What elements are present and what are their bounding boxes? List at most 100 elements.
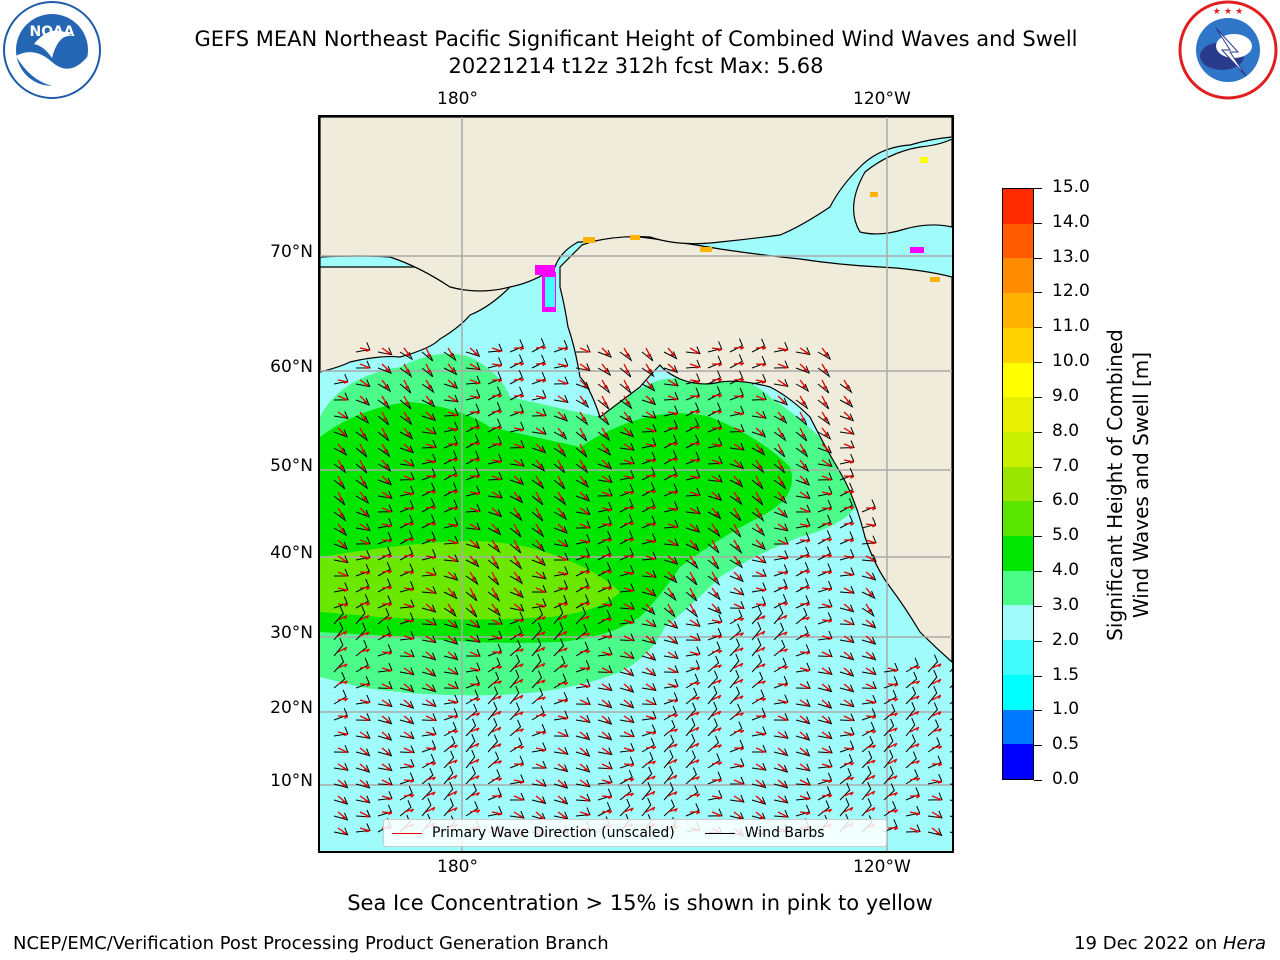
- wave-arrow: [887, 698, 899, 702]
- wind-barb: [333, 447, 348, 457]
- wind-barb: [421, 567, 437, 577]
- wind-barb: [685, 785, 699, 801]
- wave-arrow: [601, 347, 610, 356]
- colorbar-tick-label: 15.0: [1052, 177, 1090, 197]
- wind-barb: [333, 812, 349, 821]
- wave-arrow: [579, 650, 591, 654]
- wind-barb: [597, 683, 613, 692]
- wind-barb: [795, 546, 810, 561]
- wind-barb: [509, 590, 524, 599]
- wave-arrow: [777, 779, 787, 787]
- wave-arrow: [799, 379, 807, 389]
- wind-barb: [817, 459, 833, 467]
- wave-arrow: [821, 491, 832, 496]
- wave-arrow: [425, 731, 436, 737]
- wave-arrow: [535, 571, 545, 579]
- wind-barb: [751, 463, 765, 474]
- wind-barb: [333, 671, 346, 689]
- wave-arrow: [887, 667, 898, 673]
- colorbar: [1002, 188, 1034, 780]
- wind-barb: [377, 517, 393, 529]
- wave-arrow: [535, 646, 546, 653]
- wind-barb: [839, 782, 851, 801]
- colorbar-tick-mark: [1034, 605, 1042, 607]
- wave-arrow: [403, 699, 413, 708]
- wind-barb: [773, 622, 785, 641]
- wave-arrow: [689, 442, 701, 447]
- wind-barb: [641, 697, 657, 706]
- wave-arrow: [711, 555, 718, 566]
- wave-arrow: [359, 699, 370, 705]
- wind-barb: [773, 495, 788, 505]
- wave-arrow: [865, 651, 875, 659]
- wave-arrow: [403, 347, 411, 357]
- lat-label-10n: 10°N: [270, 771, 313, 791]
- wind-barb: [597, 732, 613, 741]
- wave-arrow: [469, 411, 481, 415]
- wind-barb: [663, 636, 679, 645]
- wave-arrow: [381, 491, 391, 498]
- wind-barb: [729, 669, 740, 689]
- wave-arrow: [777, 763, 787, 772]
- wind-barb: [597, 716, 613, 725]
- wave-arrow: [337, 571, 348, 577]
- colorbar-tick-label: 1.5: [1052, 664, 1080, 685]
- wind-barb: [421, 652, 437, 661]
- wind-barb: [729, 776, 745, 785]
- wind-barb: [509, 458, 525, 467]
- wave-arrow: [733, 603, 744, 610]
- wind-barb: [553, 376, 569, 385]
- wind-barb: [443, 591, 458, 600]
- wind-barb: [663, 483, 678, 497]
- wind-barb: [531, 778, 547, 787]
- wind-barb: [575, 807, 591, 817]
- wave-arrow: [733, 491, 740, 502]
- wind-barb: [641, 588, 657, 597]
- colorbar-tick-label: 1.0: [1052, 699, 1080, 720]
- wind-barb: [377, 699, 393, 708]
- wind-barb: [795, 518, 811, 529]
- wave-arrow: [381, 523, 393, 528]
- wind-barb: [729, 559, 744, 569]
- wave-arrow: [689, 793, 701, 798]
- wind-barb: [729, 587, 745, 596]
- wind-barb: [773, 536, 789, 545]
- wave-arrow: [645, 539, 657, 544]
- wave-arrow: [359, 427, 366, 438]
- wind-barb: [575, 697, 591, 705]
- wave-arrow: [337, 379, 348, 384]
- wave-arrow: [689, 711, 700, 717]
- wave-arrow: [491, 379, 503, 383]
- colorbar-tick-mark: [1034, 780, 1042, 781]
- wind-barb: [619, 729, 635, 738]
- wave-arrow: [491, 760, 502, 765]
- wind-barb: [795, 477, 811, 486]
- wind-barb: [795, 383, 810, 393]
- wave-arrow: [667, 714, 679, 718]
- wave-arrow: [865, 683, 876, 690]
- wave-arrow: [667, 507, 679, 512]
- wave-arrow: [821, 395, 828, 406]
- wave-arrow: [755, 555, 765, 563]
- wave-arrow: [469, 727, 480, 733]
- wind-barb: [817, 445, 833, 454]
- wave-arrow: [623, 443, 633, 450]
- wave-arrow: [425, 791, 436, 797]
- wind-barb: [729, 370, 744, 385]
- colorbar-segment: [1003, 466, 1033, 502]
- wind-barb: [531, 408, 547, 417]
- wind-barb: [575, 381, 591, 390]
- wind-barb: [553, 340, 568, 353]
- wind-barb: [751, 447, 766, 456]
- wind-barb: [795, 365, 811, 374]
- wind-barb: [663, 556, 679, 565]
- wind-barb: [443, 667, 459, 675]
- wind-barb: [443, 394, 459, 403]
- colorbar-tick-mark: [1034, 327, 1042, 329]
- wave-arrow: [601, 443, 609, 453]
- wind-barb: [531, 371, 546, 385]
- wind-barb: [619, 530, 634, 545]
- wind-barb: [465, 675, 480, 689]
- wind-barb: [839, 652, 855, 661]
- colorbar-tick-label: 4.0: [1052, 560, 1080, 581]
